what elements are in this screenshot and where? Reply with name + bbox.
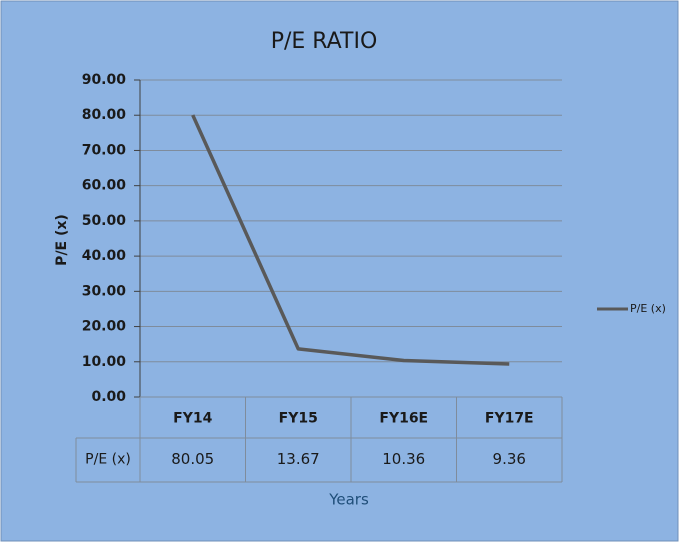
line [191,114,510,366]
y-tick-label: 10.00 [82,354,127,370]
legend-label: P/E (x) [630,302,666,315]
x-tick-label: FY14 [173,411,212,427]
x-tick-label: FY16E [379,411,428,427]
y-tick-label: 40.00 [82,248,127,264]
y-tick-label: 60.00 [82,178,127,194]
y-tick-label: 30.00 [82,283,127,299]
y-tick-label: 50.00 [82,213,127,229]
table-cell: 80.05 [171,450,214,468]
y-tick-label: 0.00 [91,389,126,405]
x-axis-title: Years [328,491,369,509]
x-tick-label: FY17E [485,411,534,427]
y-tick-label: 70.00 [82,142,127,158]
x-tick-label: FY15 [279,411,318,427]
y-tick-label: 90.00 [82,72,127,88]
y-tick-label: 80.00 [82,107,127,123]
table-cell: 9.36 [493,450,526,468]
y-tick-label: 20.00 [82,319,127,335]
chart-title: P/E RATIO [271,29,378,54]
table-row-header: P/E (x) [85,452,131,468]
y-axis-title: P/E (x) [54,214,70,266]
table-cell: 10.36 [382,450,425,468]
table-cell: 13.67 [277,450,320,468]
